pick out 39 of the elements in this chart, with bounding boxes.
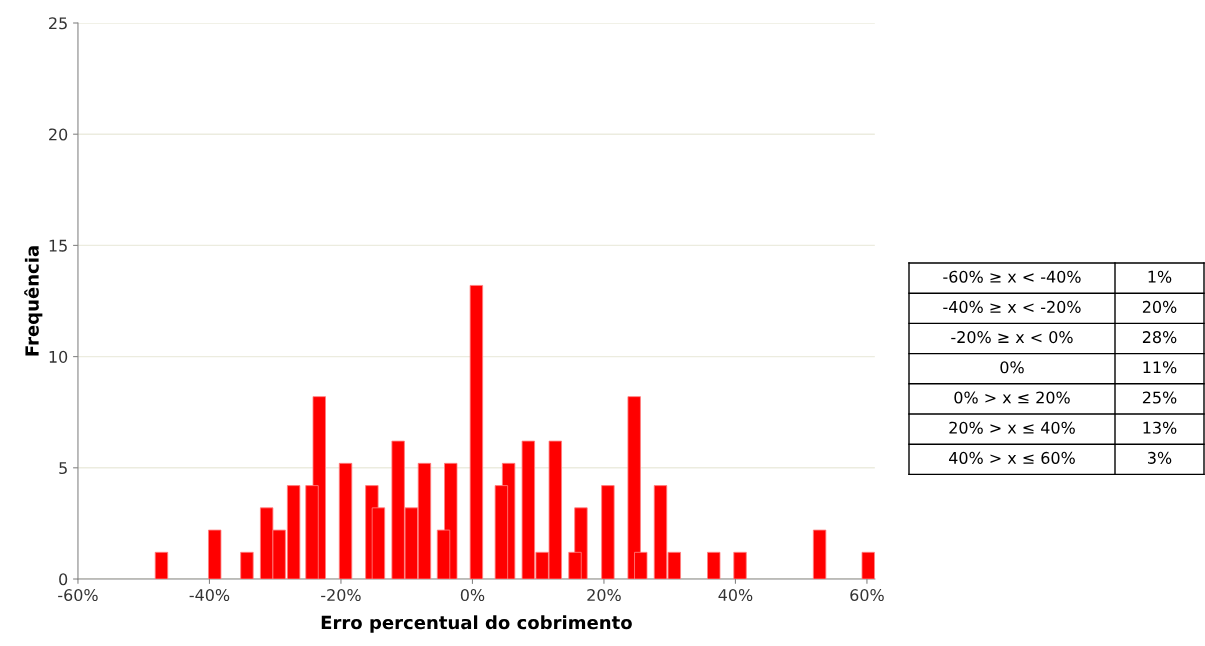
- bar: [733, 551, 747, 580]
- y-tick-label: 15: [49, 239, 67, 252]
- text: 20%: [1142, 300, 1177, 313]
- x-tick-label: 60%: [850, 589, 884, 602]
- text: 20% > x ≤ 40%: [949, 421, 1075, 434]
- text: 11%: [1143, 361, 1177, 374]
- text: 1%: [1148, 270, 1172, 283]
- bar: [469, 285, 484, 580]
- bar: [240, 551, 254, 580]
- x-tick-label: -60%: [58, 589, 98, 602]
- text: -40% ≥ x < -20%: [943, 300, 1081, 313]
- text: 3%: [1148, 451, 1172, 464]
- text: -20% ≥ x < 0%: [951, 331, 1073, 344]
- x-tick-label: 20%: [587, 589, 621, 602]
- text: 25%: [1142, 391, 1177, 404]
- x-tick-label: 40%: [718, 589, 753, 602]
- text: 0% > x ≤ 20%: [954, 391, 1070, 404]
- bar: [601, 485, 615, 580]
- x-tick-label: -40%: [189, 589, 230, 602]
- y-tick-label: 25: [49, 17, 67, 30]
- bar: [338, 462, 353, 580]
- x-tick-label: 0%: [460, 589, 485, 602]
- text: 0%: [1000, 361, 1024, 374]
- text: 28%: [1142, 331, 1177, 344]
- bar: [208, 529, 222, 580]
- bar: [812, 529, 827, 580]
- y-tick-label: 20: [49, 128, 68, 141]
- text: -60% ≥ x < -40%: [943, 270, 1081, 283]
- bar: [861, 551, 875, 580]
- y-tick-label: 5: [59, 462, 67, 475]
- bar: [154, 551, 169, 580]
- x-axis-title: Erro percentual do cobrimento: [321, 615, 632, 633]
- y-tick-label: 0: [59, 573, 68, 586]
- text: 13%: [1143, 421, 1177, 434]
- x-tick-label: -20%: [321, 589, 361, 602]
- y-axis-title: Frequência: [24, 246, 43, 356]
- text: 40% > x ≤ 60%: [949, 451, 1075, 464]
- y-tick-label: 10: [49, 350, 68, 363]
- bar: [707, 551, 721, 580]
